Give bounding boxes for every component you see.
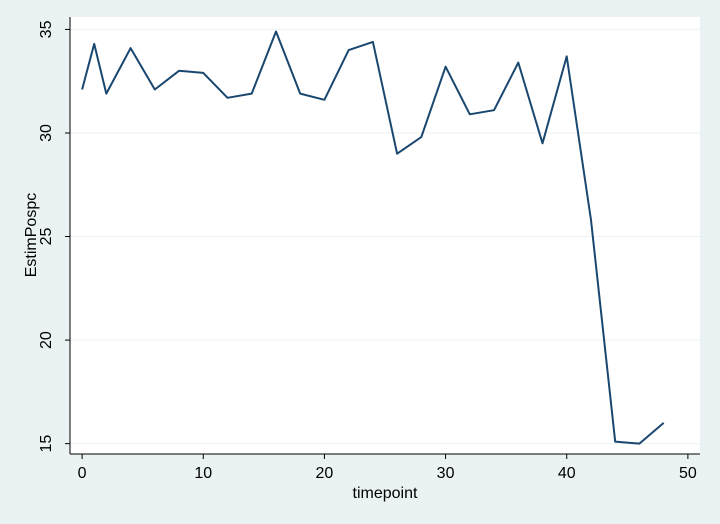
x-axis-label: timepoint (353, 485, 418, 502)
y-axis-label: EstimPospc (23, 193, 40, 277)
series-layer (81, 30, 665, 445)
grid-lines (70, 28, 700, 445)
plot-region (70, 17, 700, 454)
y-tick-label: 35 (38, 20, 55, 38)
x-tick-label: 10 (194, 465, 212, 482)
x-tick-label: 20 (316, 465, 334, 482)
x-tick-label: 50 (679, 465, 697, 482)
y-tick-label: 15 (38, 435, 55, 453)
y-tick-label: 30 (38, 124, 55, 142)
x-tick-label: 0 (78, 465, 87, 482)
y-tick-label: 25 (38, 228, 55, 246)
x-tick-label: 40 (558, 465, 576, 482)
x-tick-label: 30 (437, 465, 455, 482)
series-line-0 (81, 30, 665, 445)
axis-ticks: 15 20 25 30 35 0 10 20 30 40 50 (38, 20, 697, 482)
y-tick-label: 20 (38, 331, 55, 349)
